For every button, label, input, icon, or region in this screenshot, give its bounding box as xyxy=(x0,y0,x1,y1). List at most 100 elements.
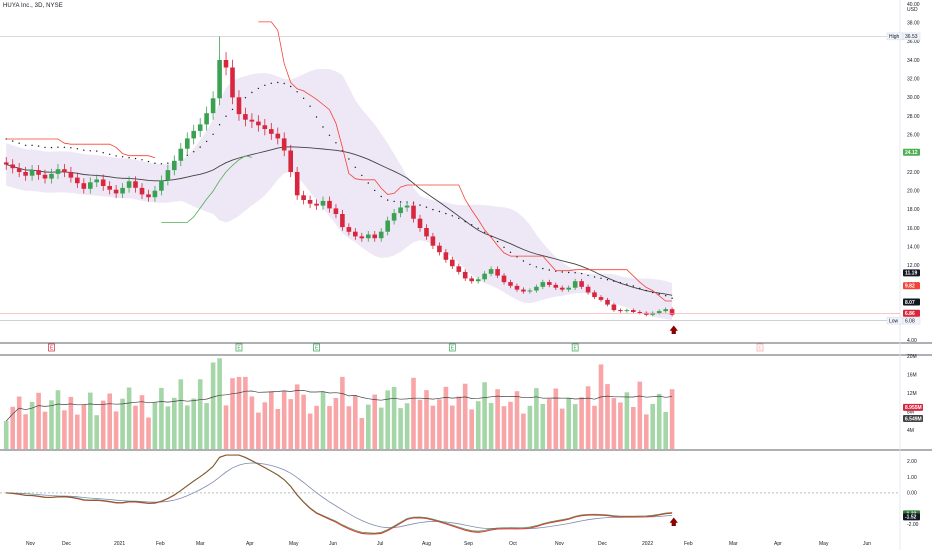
candle-body xyxy=(391,213,397,221)
candle xyxy=(204,106,209,131)
candle xyxy=(437,242,442,256)
dotted-average-point xyxy=(289,85,292,88)
price-tag-label: 6.86 xyxy=(905,311,915,317)
volume-bar xyxy=(55,390,61,449)
volume-bar xyxy=(320,391,326,449)
candle-body xyxy=(385,220,390,232)
dotted-average-point xyxy=(574,272,576,274)
volume-tick-label: 12M xyxy=(907,391,917,397)
volume-bar xyxy=(230,378,235,449)
dotted-average-point xyxy=(251,91,253,94)
volume-bar xyxy=(631,407,636,449)
candle-body xyxy=(107,186,112,190)
dotted-average-point xyxy=(96,150,98,152)
earnings-marker xyxy=(48,343,55,352)
candle-body xyxy=(42,174,48,179)
candle-body xyxy=(120,187,125,194)
candle xyxy=(249,113,255,128)
volume-bar xyxy=(553,388,559,449)
candle xyxy=(456,263,462,275)
candle-body xyxy=(488,269,494,274)
candle xyxy=(100,174,106,191)
candle xyxy=(75,172,80,189)
candle xyxy=(424,224,429,240)
dotted-average-point xyxy=(671,297,673,299)
dotted-average-point xyxy=(83,149,85,151)
candles xyxy=(3,36,675,317)
candle-body xyxy=(605,299,610,305)
volume-bar xyxy=(424,390,429,449)
volume-bar xyxy=(100,400,106,449)
dotted-average-point xyxy=(134,157,137,160)
dotted-average-point xyxy=(128,157,130,159)
candle-body xyxy=(656,311,662,313)
volume-bar xyxy=(333,398,339,449)
candle xyxy=(120,183,125,199)
candle-body xyxy=(191,130,196,139)
time-tick-label: Sep xyxy=(464,541,473,547)
candle-body xyxy=(262,125,268,129)
candle xyxy=(540,279,546,290)
volume-bar xyxy=(663,412,668,449)
volume-bar xyxy=(592,405,597,449)
dotted-average-point xyxy=(115,155,117,157)
candle xyxy=(663,307,668,313)
candle xyxy=(320,196,326,210)
volume-bar xyxy=(366,404,371,449)
dotted-average-point xyxy=(509,251,512,253)
candle-body xyxy=(430,236,436,246)
candle xyxy=(624,308,630,313)
dotted-average-point xyxy=(348,158,350,160)
candle xyxy=(139,183,145,199)
candle-body xyxy=(62,169,67,172)
dotted-average-point xyxy=(619,282,622,284)
volume-bar xyxy=(159,387,164,449)
earnings-marker-label: E xyxy=(315,346,319,352)
volume-bar xyxy=(301,394,306,449)
candle xyxy=(113,185,119,199)
low-label: Low xyxy=(889,318,899,324)
candle-body xyxy=(113,189,119,194)
dotted-average-point xyxy=(70,147,72,149)
volume-bar xyxy=(430,405,436,449)
candle-body xyxy=(327,200,332,209)
volume-bar xyxy=(107,393,112,449)
candle xyxy=(611,302,617,312)
candle xyxy=(475,276,481,284)
volume-average-line xyxy=(5,389,673,422)
candle xyxy=(81,178,87,194)
candle-body xyxy=(294,172,300,196)
volume-bar xyxy=(42,411,48,449)
candle xyxy=(514,283,520,292)
dotted-average-point xyxy=(606,279,609,281)
volume-bar xyxy=(178,379,184,450)
candle-body xyxy=(475,279,481,282)
candle xyxy=(631,308,636,314)
candle-body xyxy=(139,187,145,195)
candle xyxy=(340,209,345,231)
volume-bar xyxy=(197,379,203,450)
price-tick-label: 12.00 xyxy=(907,263,920,269)
volume-bar xyxy=(656,393,662,449)
volume-tick-label: 8M xyxy=(907,410,914,416)
candle xyxy=(378,228,384,242)
volume-bar xyxy=(618,402,623,449)
volume-bar xyxy=(75,414,80,449)
volume-bar xyxy=(391,387,397,449)
candle-body xyxy=(378,231,384,239)
candle-body xyxy=(55,169,61,174)
time-tick-label: May xyxy=(819,541,829,547)
candle-body xyxy=(223,60,229,68)
volume-bar xyxy=(605,384,610,449)
volume-bar xyxy=(262,402,268,449)
candle xyxy=(281,132,287,157)
volume-bar xyxy=(404,403,410,449)
candle-body xyxy=(540,282,546,287)
candle xyxy=(23,166,28,181)
dotted-average-point xyxy=(37,145,40,147)
candle xyxy=(443,249,449,263)
volume-bar xyxy=(29,401,35,449)
candle-body xyxy=(669,309,675,315)
dotted-average-point xyxy=(380,195,382,198)
